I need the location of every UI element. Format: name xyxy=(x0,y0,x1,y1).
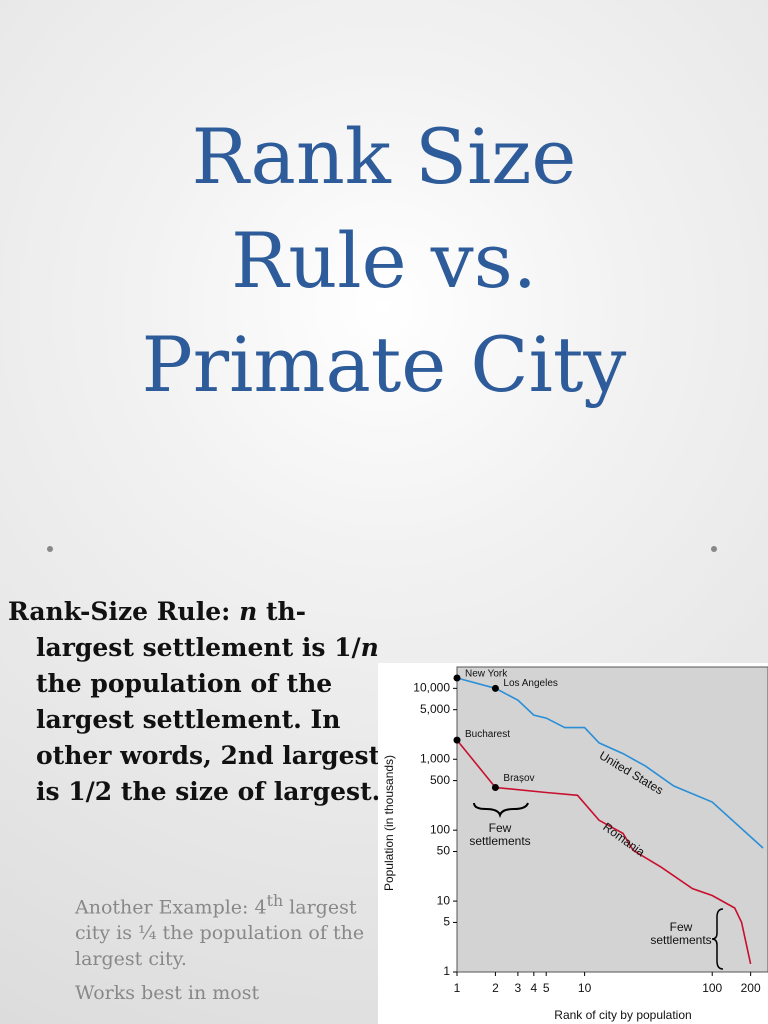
city-label: Brașov xyxy=(503,773,534,784)
x-tick-label: 200 xyxy=(741,981,761,995)
city-point xyxy=(491,783,499,791)
y-tick-label: 100 xyxy=(430,822,450,836)
y-tick-label: 50 xyxy=(437,844,451,858)
y-tick-label: 10 xyxy=(437,893,451,907)
sub-bullets: Another Example: 4th largest city is ¼ t… xyxy=(75,888,365,1014)
sub-bullet: Another Example: 4th largest city is ¼ t… xyxy=(75,888,365,972)
sub-bullet-text: largest city is ¼ the population of the … xyxy=(75,896,365,971)
slide-title: Rank Size Rule vs. Primate City xyxy=(0,105,768,417)
y-axis-label: Population (in thousands) xyxy=(382,755,396,891)
bullet-text: Rank-Size Rule: xyxy=(8,597,240,626)
title-line: Rank Size xyxy=(191,112,577,201)
y-tick-label: 1 xyxy=(443,964,450,978)
y-tick-label: 10,000 xyxy=(413,681,450,695)
sub-bullet-text: Another Example: 4 xyxy=(75,896,267,919)
note: Few xyxy=(489,821,512,835)
city-point xyxy=(453,674,461,682)
x-tick-label: 100 xyxy=(702,981,722,995)
x-tick-label: 1 xyxy=(454,981,461,995)
bullet: Rank-Size Rule: n th-largest settlement … xyxy=(8,594,398,810)
decor-dot xyxy=(711,546,717,552)
x-tick-label: 5 xyxy=(543,981,550,995)
y-tick-label: 1,000 xyxy=(420,751,450,765)
x-tick-label: 4 xyxy=(530,981,537,995)
city-label: New York xyxy=(465,669,508,680)
city-point xyxy=(453,736,461,744)
plot-area xyxy=(456,666,768,973)
y-tick-label: 5 xyxy=(443,915,450,929)
sub-bullet-text: Works best in most xyxy=(75,982,260,1005)
title-line: Primate City xyxy=(141,320,627,409)
y-tick-label: 500 xyxy=(430,773,450,787)
note: settlements xyxy=(469,834,530,848)
city-point xyxy=(491,684,499,692)
brace xyxy=(711,908,724,970)
title-line: Rule vs. xyxy=(231,216,537,305)
brace xyxy=(473,802,529,819)
bullet-text: th-largest settlement is 1/ xyxy=(36,597,361,662)
bullet-text: n xyxy=(360,633,379,662)
y-tick-label: 5,000 xyxy=(420,702,450,716)
note: settlements xyxy=(650,933,711,947)
x-tick-label: 2 xyxy=(492,981,499,995)
decor-dot xyxy=(47,546,53,552)
line xyxy=(456,739,752,965)
city-label: Los Angeles xyxy=(503,678,558,689)
x-tick-label: 3 xyxy=(515,981,522,995)
city-label: Bucharest xyxy=(465,729,510,740)
x-tick-label: 10 xyxy=(578,981,592,995)
line xyxy=(456,677,764,849)
x-axis-label: Rank of city by population xyxy=(554,1008,691,1022)
bullet-text: n xyxy=(239,597,258,626)
sub-bullet: Works best in most xyxy=(75,980,365,1006)
sub-bullet-text: th xyxy=(266,891,284,910)
note: Few xyxy=(670,920,693,934)
bullet-text: the population of the largest settlement… xyxy=(36,669,381,806)
